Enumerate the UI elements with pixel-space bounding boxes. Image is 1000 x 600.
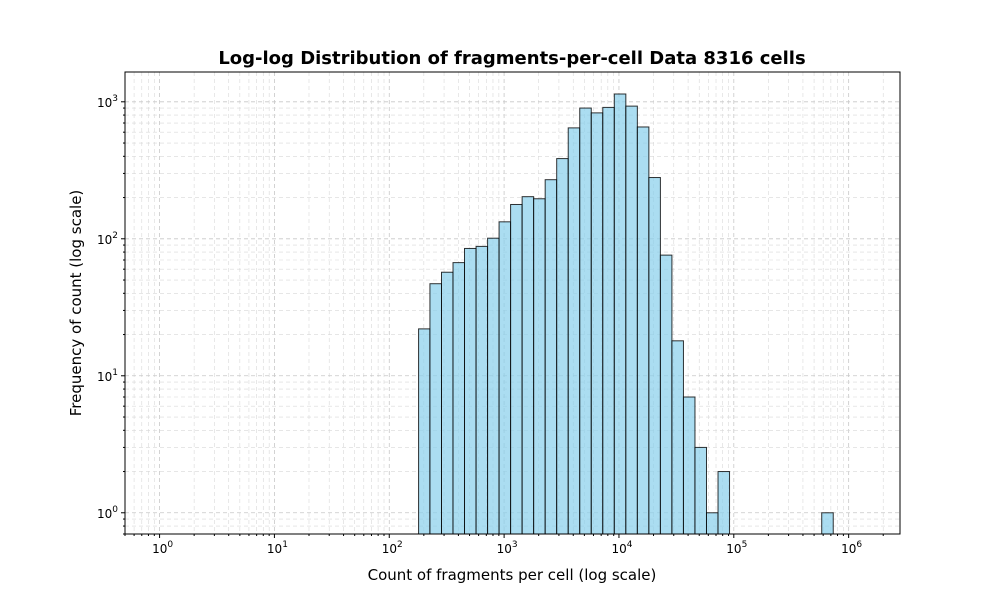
histogram-bar xyxy=(533,198,546,535)
histogram-bar xyxy=(464,247,477,535)
x-tick-label: 104 xyxy=(611,540,632,556)
histogram-bar xyxy=(613,93,627,535)
histogram-bar xyxy=(429,283,443,535)
x-tick-label: 102 xyxy=(382,540,403,556)
x-tick-label: 101 xyxy=(267,540,288,556)
histogram-bar xyxy=(625,105,638,535)
y-axis-label: Frequency of count (log scale) xyxy=(67,190,85,417)
y-tick-label: 103 xyxy=(97,94,118,110)
histogram-bar xyxy=(475,245,489,535)
histogram-bar xyxy=(544,179,558,535)
histogram-bar xyxy=(418,328,431,535)
chart-title: Log-log Distribution of fragments-per-ce… xyxy=(218,48,805,69)
histogram-bar xyxy=(441,271,454,535)
x-tick-label: 100 xyxy=(152,540,173,556)
axis-ticks: 100 101 102 103 104 105 106 100 101 102 103 xyxy=(97,94,884,556)
x-tick-label: 106 xyxy=(841,540,862,556)
x-tick-label: 103 xyxy=(497,540,518,556)
histogram-bar xyxy=(567,127,581,535)
histogram-bar xyxy=(717,471,731,535)
y-tick-label: 102 xyxy=(97,231,118,247)
histogram-bar xyxy=(671,340,684,535)
histogram-bar xyxy=(659,254,673,535)
histogram-bar xyxy=(498,221,512,535)
histogram-bar xyxy=(590,112,604,535)
y-tick-label: 101 xyxy=(97,368,118,384)
histogram-bar xyxy=(556,158,569,535)
x-tick-label: 105 xyxy=(726,540,747,556)
histogram-bar xyxy=(694,446,707,535)
histogram-bar xyxy=(521,196,535,535)
x-axis-label: Count of fragments per cell (log scale) xyxy=(368,566,657,584)
histogram-bar xyxy=(452,262,466,535)
histogram-bar xyxy=(636,126,650,535)
histogram-bar xyxy=(602,106,615,535)
histogram-bar xyxy=(510,203,523,535)
histogram-bar xyxy=(579,107,592,535)
histogram-bar xyxy=(682,396,696,535)
histogram-bars xyxy=(418,93,834,535)
histogram-bar xyxy=(648,177,661,535)
plot-frame xyxy=(124,71,901,535)
y-tick-label: 100 xyxy=(97,505,118,521)
histogram-bar xyxy=(821,512,834,535)
histogram-bar xyxy=(487,237,500,535)
histogram-bar xyxy=(705,512,719,535)
